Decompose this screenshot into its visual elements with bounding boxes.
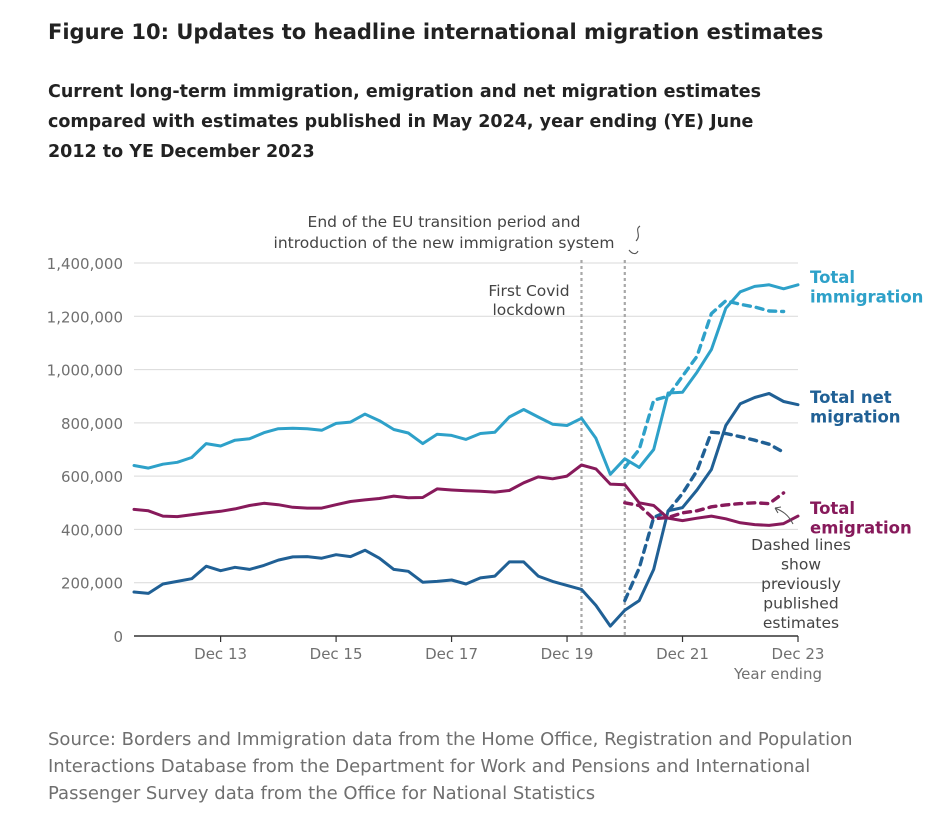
y-tick-label: 400,000 [61,521,123,539]
y-tick-label: 1,200,000 [47,308,123,326]
dashed-lines-annotation: show [781,556,821,574]
y-tick-label: 1,000,000 [47,362,123,380]
x-tick-label: Dec 19 [541,645,594,663]
y-tick-label: 600,000 [61,468,123,486]
figure-title: Figure 10: Updates to headline internati… [48,20,824,44]
reference-line-label: lockdown [492,301,565,319]
x-tick-label: Dec 23 [772,645,825,663]
x-tick-label: Dec 15 [310,645,363,663]
reference-line-label: First Covid [488,282,569,300]
annotation-pointer-arrow [774,506,794,525]
migration-line-chart: 0 200,000 400,000 600,000 800,000 1,000,000 1,… [47,213,924,683]
series-label: Total [810,268,855,287]
series-layer [132,283,800,628]
x-axis-title: Year ending [733,665,822,683]
total-immigration-line [132,283,800,476]
pointer-arrow [628,225,641,255]
dashed-lines-annotation: previously [761,575,841,593]
y-tick-label: 1,400,000 [47,255,123,273]
x-tick-label: Dec 17 [425,645,478,663]
total-net-migration-previously-published-line [623,430,786,603]
total-net-migration-line [132,392,800,628]
total-immigration-previously-published-line [623,299,786,470]
dashed-lines-annotation: Dashed lines [751,536,851,554]
x-tick-label: Dec 13 [194,645,247,663]
total-emigration-previously-published-line [623,491,786,521]
grid-layer: 0 200,000 400,000 600,000 800,000 1,000,000 1,… [47,255,825,683]
dashed-lines-annotation: estimates [763,614,839,632]
series-label: migration [810,408,901,427]
y-tick-label: 800,000 [61,415,123,433]
x-tick-label: Dec 21 [656,645,709,663]
series-label: immigration [810,288,923,307]
reference-line-label: introduction of the new immigration syst… [274,234,615,252]
total-emigration-line [132,463,800,527]
series-label: Total [810,499,855,518]
source-note: Source: Borders and Immigration data fro… [48,729,853,804]
series-label: Total net [810,388,892,407]
dashed-lines-annotation: published [763,595,838,613]
y-tick-label: 200,000 [61,575,123,593]
reference-line-label: End of the EU transition period and [308,213,581,231]
figure-subtitle: Current long-term immigration, emigratio… [48,82,761,162]
y-tick-label: 0 [113,628,123,646]
series-label: emigration [810,519,912,538]
